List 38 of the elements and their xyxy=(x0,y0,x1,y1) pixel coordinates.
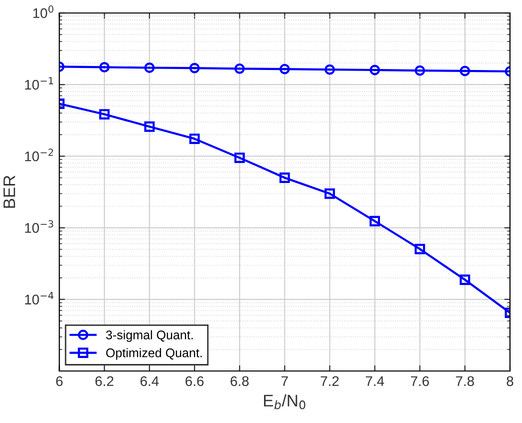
point xyxy=(279,172,290,183)
point xyxy=(189,62,200,74)
point xyxy=(99,109,110,120)
point xyxy=(234,152,245,164)
point xyxy=(144,62,155,73)
point xyxy=(460,274,470,285)
point xyxy=(414,244,426,254)
x-tick-label: 6.6 xyxy=(186,376,204,386)
x-tick-label: 6.4 xyxy=(140,376,159,386)
x-tick-label: 7.4 xyxy=(366,376,384,386)
y-tick-label: 10$^{0}$ xyxy=(33,5,54,18)
point xyxy=(460,66,470,76)
x-tick-label: 6.8 xyxy=(230,376,249,386)
y-axis-title: BER xyxy=(4,176,16,208)
x-tick-label: 7.6 xyxy=(410,376,429,386)
point xyxy=(279,64,290,74)
y-tick-label: 10$^{−4}$ xyxy=(25,292,54,304)
y-tick-label: 10$^{−2}$ xyxy=(25,148,53,162)
x-tick-label: 7.8 xyxy=(456,376,474,386)
x-tick-label: 6 xyxy=(56,376,63,386)
point xyxy=(234,63,245,74)
point xyxy=(99,62,110,72)
legend-label: 3-sigmal Quant. xyxy=(106,330,193,342)
x-tick-label: 8 xyxy=(506,376,514,386)
point xyxy=(189,134,200,144)
point xyxy=(414,65,426,76)
point xyxy=(144,121,155,132)
x-tick-label: 7.2 xyxy=(320,376,339,386)
point xyxy=(324,64,335,75)
y-tick-label: 10$^{−1}$ xyxy=(25,77,54,90)
x-axis-title: E$_{b}$/N$_{0}$ xyxy=(264,394,306,410)
x-tick-label: 7 xyxy=(282,376,288,386)
y-tick-label: 10$^{−3}$ xyxy=(25,220,54,233)
x-tick-label: 6.2 xyxy=(95,376,114,386)
point xyxy=(370,216,380,226)
point xyxy=(324,188,335,199)
legend-label: Optimized Quant. xyxy=(106,348,202,360)
point xyxy=(370,64,380,76)
